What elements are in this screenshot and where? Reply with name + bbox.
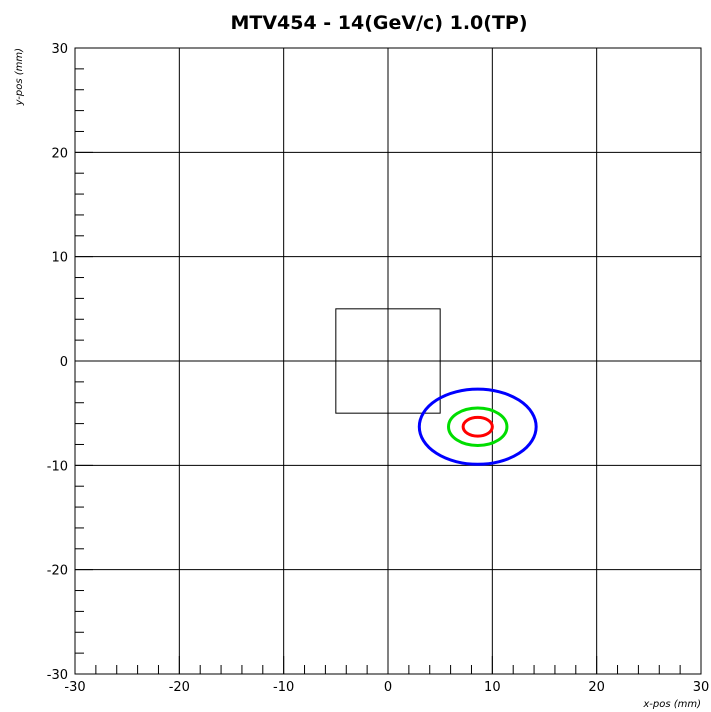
x-tick-label: 10: [484, 680, 501, 695]
x-axis-label: x-pos (mm): [642, 699, 701, 710]
x-tick-label: -30: [64, 680, 85, 695]
y-tick-label: -20: [47, 564, 68, 579]
y-tick-label: 0: [60, 355, 68, 370]
y-axis-label: y-pos (mm): [14, 48, 25, 106]
reference-rectangle: [335, 308, 441, 414]
x-tick-label: 20: [588, 680, 605, 695]
y-tick-label: -10: [47, 459, 68, 474]
tick-labels: -30 -20 -10 0 10 20 30 -30 -20 -10 0 10 20 30: [47, 42, 710, 695]
x-tick-label: -20: [169, 680, 190, 695]
chart-title: MTV454 - 14(GeV/c) 1.0(TP): [230, 12, 527, 34]
y-tick-label: 20: [51, 146, 68, 161]
axis-ticks: [74, 47, 702, 675]
x-tick-label: 30: [693, 680, 710, 695]
x-tick-label: 0: [384, 680, 392, 695]
grid-lines: [75, 48, 701, 674]
data-shapes: [335, 308, 538, 466]
y-tick-label: 10: [51, 251, 68, 266]
inner-ellipse: [461, 415, 494, 438]
outer-ellipse: [417, 387, 538, 466]
y-tick-label: -30: [47, 668, 68, 683]
x-tick-label: -10: [273, 680, 294, 695]
y-tick-label: 30: [51, 42, 68, 57]
middle-ellipse: [447, 406, 509, 448]
